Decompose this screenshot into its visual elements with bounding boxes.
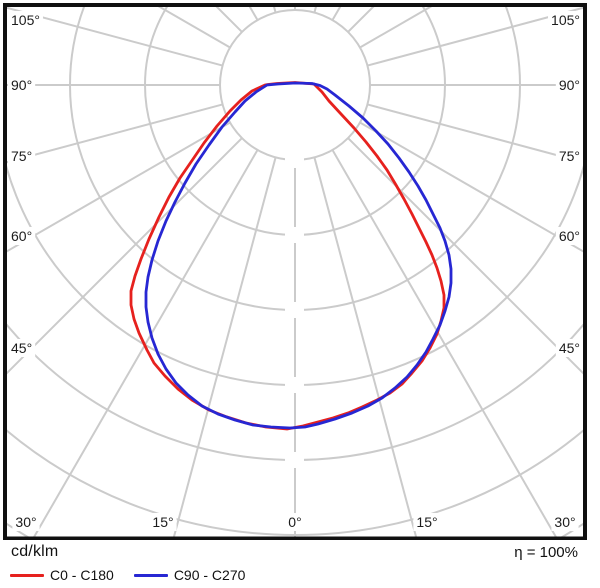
grid-ray — [347, 137, 583, 375]
angle-label-mask — [149, 513, 177, 531]
grid-ray — [32, 149, 259, 537]
angle-label-mask — [8, 339, 36, 357]
efficiency-label: η = 100% — [514, 544, 578, 561]
curve-c0-c180 — [129, 81, 446, 431]
angle-label: 45° — [11, 340, 32, 356]
grid-ray — [7, 103, 223, 164]
angle-label: 90° — [11, 77, 32, 93]
grid-ray — [172, 157, 277, 537]
angle-label: 60° — [11, 228, 32, 244]
axis-value-gap — [285, 377, 304, 393]
legend: C0 - C180 C90 - C270 — [10, 567, 245, 583]
axis-value-gap — [285, 227, 304, 243]
angle-label: 75° — [559, 148, 580, 164]
axis-value-gap — [285, 302, 304, 318]
legend-item-c90-c270: C90 - C270 — [133, 567, 246, 583]
angle-label-mask — [555, 339, 583, 357]
angle-label-mask — [413, 513, 441, 531]
angle-label-mask — [551, 513, 579, 531]
angle-label-mask — [8, 147, 36, 165]
caption-bar: cd/klm η = 100% C0 - C180 C90 - C270 — [0, 540, 600, 588]
angle-label-mask — [548, 11, 583, 29]
grid-ring — [219, 9, 371, 161]
grid-ray — [359, 121, 583, 253]
angle-label-mask — [12, 513, 40, 531]
angle-label: 15° — [152, 514, 173, 530]
angle-label: 30° — [15, 514, 36, 530]
plot-frame — [3, 3, 587, 541]
angle-label: 15° — [416, 514, 437, 530]
polar-chart: 105° 90° 75° 60° 45° 105° 90° 75° 60° 45° 30° 15° 0°… — [3, 3, 587, 541]
legend-label-c0-c180: C0 - C180 — [50, 567, 114, 583]
angle-label: 45° — [559, 340, 580, 356]
angle-label-mask — [8, 76, 36, 94]
legend-line-c0-c180 — [10, 573, 44, 577]
angle-label-mask — [555, 76, 583, 94]
angle-label-mask — [285, 513, 305, 531]
angle-label: 30° — [554, 514, 575, 530]
axis-value-gap — [285, 152, 304, 168]
curve-c90-c270 — [144, 81, 453, 430]
angle-label: 0° — [288, 514, 301, 530]
grid-ray — [7, 121, 231, 253]
grid-ray — [331, 149, 558, 537]
axis-value-gap — [285, 452, 304, 468]
angle-label: 105° — [11, 12, 40, 28]
angle-label-mask — [8, 11, 43, 29]
angle-label: 105° — [551, 12, 580, 28]
angle-label: 90° — [559, 77, 580, 93]
grid-ray — [7, 137, 243, 375]
angle-label: 75° — [11, 148, 32, 164]
angle-label-mask — [555, 227, 583, 245]
legend-item-c0-c180: C0 - C180 — [10, 567, 114, 583]
legend-line-c90-c270 — [133, 573, 168, 577]
grid-ring — [7, 165, 583, 386]
angle-label-mask — [8, 227, 36, 245]
grid-ray — [367, 7, 583, 67]
angle-label: 60° — [559, 228, 580, 244]
legend-label-c90-c270: C90 - C270 — [173, 567, 246, 583]
unit-label: cd/klm — [11, 543, 59, 560]
grid-ray — [367, 103, 583, 164]
angle-label-mask — [555, 147, 583, 165]
grid-ray — [7, 7, 223, 67]
grid-ray — [313, 157, 418, 537]
